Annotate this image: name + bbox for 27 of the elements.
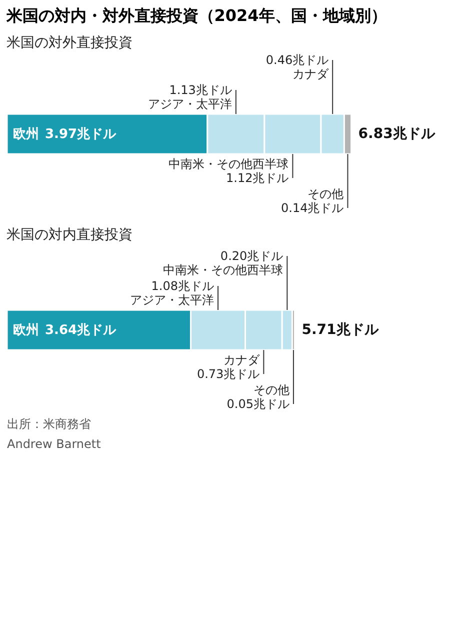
series-label: 中南米・その他西半球 xyxy=(168,157,289,171)
series-label: 欧州 xyxy=(13,127,39,142)
text: Andrew Barnett xyxy=(7,437,102,451)
text: その他 xyxy=(308,187,344,201)
data-label: 3.64兆ドル xyxy=(45,323,118,338)
chart-subtitle: 米国の対外直接投資 xyxy=(6,35,132,51)
chart-title: 米国の対内・対外直接投資（2024年、国・地域別） xyxy=(5,6,387,25)
total-label: 5.71兆ドル xyxy=(302,322,380,338)
text: 出所：米商務省 xyxy=(7,417,91,431)
text: カナダ xyxy=(292,67,330,81)
series-label: カナダ xyxy=(224,353,261,367)
chart-title: 米国の対内直接投資 xyxy=(6,227,132,243)
data-label: 1.12兆ドル xyxy=(226,171,289,185)
data-label: 1.08兆ドル xyxy=(151,279,214,293)
data-label: 0.14兆ドル xyxy=(281,201,344,215)
total-label: 6.83兆ドル xyxy=(358,126,436,142)
series-label: アジア・太平洋 xyxy=(148,97,232,111)
data-label: 0.20兆ドル xyxy=(220,249,284,263)
text: その他 xyxy=(253,383,290,397)
data-label: 1.13兆ドル xyxy=(169,83,232,97)
data-label: 3.97兆ドル xyxy=(45,127,118,142)
data-label: 0.05兆ドル xyxy=(226,397,290,411)
series-label: アジア・太平洋 xyxy=(130,293,214,307)
data-label: 0.73兆ドル xyxy=(196,367,260,381)
series-label: 欧州 xyxy=(13,323,39,338)
data-label: 0.46兆ドル xyxy=(266,53,329,67)
text: 中南米・その他西半球 xyxy=(163,263,284,277)
